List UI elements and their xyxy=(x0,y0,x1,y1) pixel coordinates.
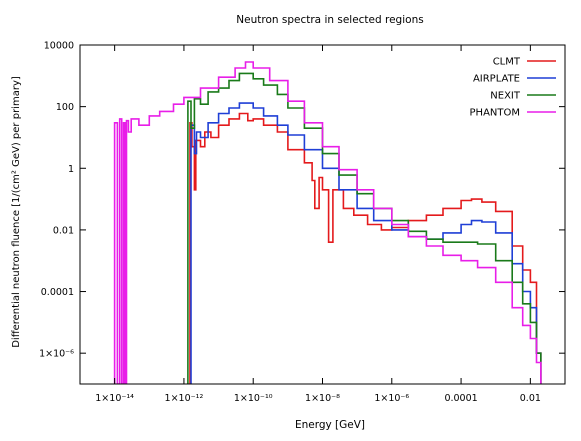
x-tick-label: 1×10⁻¹² xyxy=(165,393,204,404)
y-axis-label: Differential neutron fluence [1/(cm² GeV… xyxy=(11,76,22,348)
x-tick-label: 1×10⁻⁶ xyxy=(374,393,409,404)
y-tick-label: 0.0001 xyxy=(41,287,74,298)
y-tick-label: 1 xyxy=(68,164,74,175)
legend: CLMT AIRPLATE NEXIT PHANTOM xyxy=(470,57,556,119)
series-line-clmt xyxy=(189,112,542,384)
axes-layer: 1×10⁻¹⁴ 1×10⁻¹² 1×10⁻¹⁰ 1×10⁻⁸ 1×10⁻⁶ 0.0001 0… xyxy=(39,41,566,404)
x-tick-label: 1×10⁻¹⁴ xyxy=(95,393,134,404)
legend-label-nexit: NEXIT xyxy=(490,91,521,102)
series-line-nexit xyxy=(187,72,542,384)
x-tick-label: 0.01 xyxy=(520,393,541,404)
x-tick-label: 1×10⁻¹⁰ xyxy=(234,393,273,404)
legend-label-clmt: CLMT xyxy=(493,57,521,68)
y-tick-label: 1×10⁻⁶ xyxy=(39,349,74,360)
legend-label-airplate: AIRPLATE xyxy=(473,74,520,85)
chart-title: Neutron spectra in selected regions xyxy=(236,14,423,26)
series-line-phantom xyxy=(113,61,542,384)
y-tick-label: 0.01 xyxy=(53,225,74,236)
y-tick-label: 10000 xyxy=(44,41,74,52)
x-tick-label: 0.0001 xyxy=(444,393,477,404)
series-layer xyxy=(113,61,542,384)
y-tick-label: 100 xyxy=(56,102,74,113)
x-tick-label: 1×10⁻⁸ xyxy=(305,393,340,404)
x-axis-label: Energy [GeV] xyxy=(295,419,365,431)
legend-label-phantom: PHANTOM xyxy=(470,108,520,119)
series-line-airplate xyxy=(190,102,542,384)
